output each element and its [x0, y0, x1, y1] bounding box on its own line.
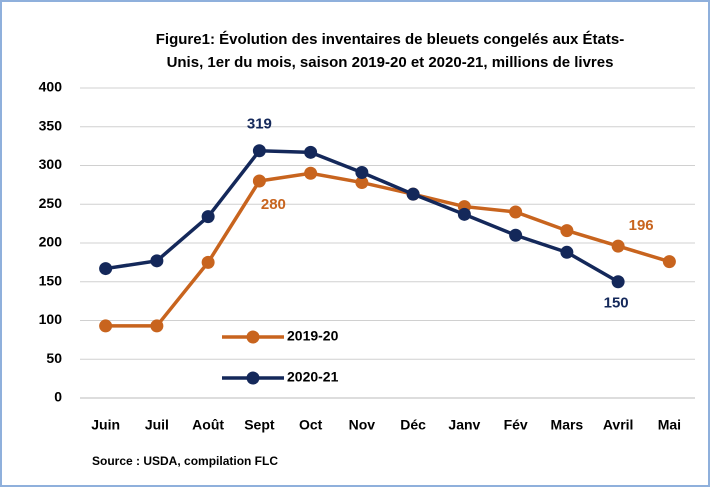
point: [355, 176, 369, 190]
point: [355, 165, 369, 179]
y-tick-label: 150: [39, 272, 63, 288]
legend-marker: [246, 371, 260, 385]
point: [560, 224, 574, 238]
legend-label: 2020-21: [287, 369, 339, 385]
point: [201, 255, 215, 269]
x-tick-label: Sept: [244, 417, 275, 433]
y-tick-label: 200: [39, 234, 63, 250]
x-tick-label: Déc: [400, 417, 426, 433]
point: [662, 255, 676, 269]
x-tick-label: Oct: [299, 417, 323, 433]
x-tick-label: Fév: [504, 417, 528, 433]
y-tick-label: 400: [39, 79, 63, 95]
y-tick-label: 50: [46, 350, 62, 366]
data-label: 319: [247, 116, 272, 133]
legend-label: 2019-20: [287, 328, 339, 344]
point: [99, 262, 113, 276]
x-tick-label: Avril: [603, 417, 634, 433]
x-tick-label: Nov: [349, 417, 376, 433]
point: [150, 319, 164, 333]
point: [611, 275, 625, 289]
point: [252, 174, 266, 188]
x-tick-label: Juin: [91, 417, 120, 433]
x-tick-label: Mai: [658, 417, 681, 433]
x-tick-label: Janv: [448, 417, 480, 433]
point: [304, 166, 318, 180]
point: [304, 145, 318, 159]
point: [99, 319, 113, 333]
source: Source : USDA, compilation FLC: [92, 454, 278, 468]
point: [611, 239, 625, 253]
point: [252, 144, 266, 158]
y-tick-label: 350: [39, 117, 63, 133]
chart-title: Figure1: Évolution des inventaires de bl…: [156, 31, 624, 48]
y-tick-label: 300: [39, 156, 63, 172]
point: [560, 245, 574, 259]
legend-marker: [246, 330, 260, 344]
data-label: 196: [629, 217, 654, 234]
data-label: 280: [261, 196, 286, 213]
point: [201, 210, 215, 224]
x-tick-label: Août: [192, 417, 224, 433]
point: [509, 205, 523, 219]
point: [150, 254, 164, 268]
x-tick-label: Juil: [145, 417, 169, 433]
series-line: [105, 171, 670, 328]
point: [509, 228, 523, 242]
chart-title: Unis, 1er du mois, saison 2019-20 et 202…: [167, 54, 614, 71]
point: [406, 187, 420, 201]
y-tick-label: 0: [54, 389, 62, 405]
y-tick-label: 250: [39, 195, 63, 211]
x-tick-label: Mars: [551, 417, 584, 433]
point: [457, 207, 471, 221]
data-label: 150: [604, 295, 629, 312]
y-tick-label: 100: [39, 311, 63, 327]
